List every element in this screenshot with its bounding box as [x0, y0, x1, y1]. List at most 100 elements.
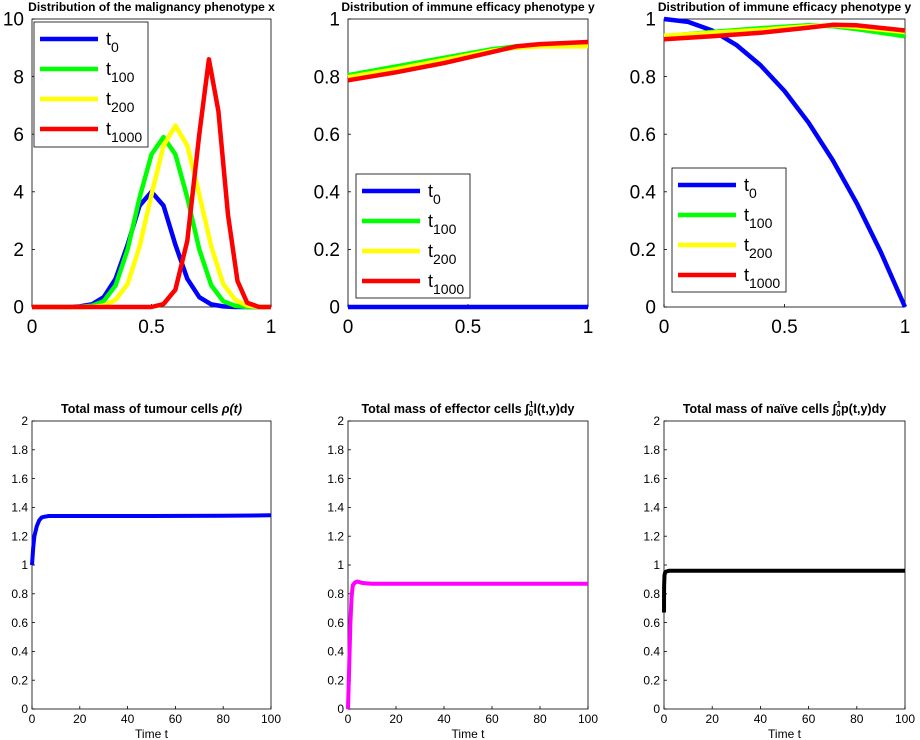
y-tick-label: 0 — [13, 298, 24, 319]
x-tick-label: 40 — [121, 712, 135, 726]
series-line — [662, 568, 905, 613]
y-tick-label: 0 — [645, 298, 656, 319]
x-tick-label: 0 — [661, 712, 668, 726]
x-tick-label: 60 — [169, 712, 183, 726]
chart-panel-6: 0 20 40 60 80 100 0 0.2 0.4 0.6 0.8 1 1.2 1.4 1.6 1.8 2 T… — [643, 400, 915, 740]
y-tick-label: 1.4 — [327, 501, 344, 515]
x-tick-label: 100 — [895, 712, 915, 726]
y-tick-label: 0.6 — [643, 616, 660, 630]
x-tick-label: 100 — [578, 712, 598, 726]
legend-entry: t100 — [428, 211, 457, 237]
y-tick-label: 1 — [21, 558, 28, 572]
y-tick-label: 1.8 — [327, 443, 344, 457]
y-tick-label: 2 — [653, 414, 660, 428]
y-tick-label: 0.2 — [643, 673, 660, 687]
x-tick-label: 20 — [73, 712, 87, 726]
x-tick-label: 80 — [533, 712, 547, 726]
y-tick-label: 0.6 — [314, 125, 340, 146]
y-tick-label: 0.8 — [630, 67, 656, 88]
x-tick-label: 60 — [802, 712, 816, 726]
series-line — [32, 134, 271, 310]
x-tick-label: 0 — [27, 317, 38, 338]
y-tick-label: 1.6 — [327, 472, 344, 486]
x-tick-label: 0 — [29, 712, 36, 726]
y-tick-label: 2 — [21, 414, 28, 428]
y-tick-label: 4 — [13, 182, 24, 203]
y-tick-label: 0 — [337, 702, 344, 716]
legend-entry: t1000 — [744, 265, 780, 291]
legend-entry: t0 — [744, 175, 757, 201]
axes-box — [31, 420, 272, 710]
y-tick-label: 1.4 — [643, 501, 660, 515]
legend-box — [33, 21, 149, 148]
y-tick-label: 6 — [13, 125, 24, 146]
chart-title: Distribution of the malignancy phenotype… — [28, 0, 275, 14]
legend-box — [671, 167, 787, 293]
x-axis-label: Time t — [135, 727, 169, 740]
y-tick-label: 2 — [13, 240, 24, 261]
y-tick-label: 0.6 — [630, 125, 656, 146]
y-tick-label: 0.6 — [327, 616, 344, 630]
y-tick-label: 0.4 — [314, 182, 341, 203]
y-tick-label: 1.2 — [11, 529, 28, 543]
legend-entry: t200 — [106, 89, 135, 115]
y-tick-label: 2 — [337, 414, 344, 428]
axes-box — [347, 420, 589, 710]
x-tick-label: 0.5 — [455, 317, 481, 338]
legend-entry: t0 — [106, 29, 119, 55]
x-tick-label: 0 — [659, 317, 670, 338]
y-tick-label: 1.6 — [643, 472, 660, 486]
chart-panel-5: 0 20 40 60 80 100 0 0.2 0.4 0.6 0.8 1 1.2 1.4 1.6 1.8 2 T… — [327, 400, 598, 740]
y-tick-label: 0.4 — [643, 645, 660, 659]
y-tick-label: 1 — [329, 10, 340, 31]
legend-entry: t1000 — [428, 271, 464, 297]
axes-box — [663, 420, 906, 710]
series-line — [32, 57, 271, 310]
y-tick-label: 10 — [3, 10, 24, 31]
y-tick-label: 0 — [329, 298, 340, 319]
y-tick-label: 1 — [337, 558, 344, 572]
x-axis-label: Time t — [452, 727, 486, 740]
y-tick-label: 0.2 — [11, 673, 28, 687]
y-tick-label: 1.8 — [643, 443, 660, 457]
y-tick-label: 0.8 — [11, 587, 28, 601]
x-tick-label: 0 — [343, 317, 354, 338]
chart-panel-4: 0 20 40 60 80 100 0 0.2 0.4 0.6 0.8 1 1.2 1.4 1.6 1.8 2 T… — [11, 402, 281, 740]
y-tick-label: 0.4 — [327, 645, 344, 659]
legend: t0 t100 t200 t1000 — [33, 21, 149, 148]
chart-title: Distribution of immune efficacy phenotyp… — [658, 0, 912, 14]
x-tick-label: 1 — [900, 317, 911, 338]
x-tick-label: 80 — [850, 712, 864, 726]
x-tick-label: 100 — [261, 712, 281, 726]
y-tick-label: 0.2 — [327, 673, 344, 687]
x-axis-label: Time t — [768, 727, 802, 740]
y-tick-label: 0 — [21, 702, 28, 716]
y-tick-label: 0.8 — [643, 587, 660, 601]
y-tick-label: 0.2 — [630, 240, 656, 261]
legend-entry: t0 — [428, 181, 441, 207]
series-line — [32, 123, 271, 310]
y-tick-label: 1.6 — [11, 472, 28, 486]
x-tick-label: 80 — [217, 712, 231, 726]
y-tick-label: 1.2 — [643, 529, 660, 543]
x-tick-label: 0 — [345, 712, 352, 726]
y-tick-label: 0 — [653, 702, 660, 716]
legend-entry: t200 — [428, 241, 457, 267]
x-tick-label: 0.5 — [138, 317, 164, 338]
x-tick-label: 1 — [266, 317, 277, 338]
series-line — [346, 579, 588, 710]
chart-title: Distribution of immune efficacy phenotyp… — [341, 0, 595, 14]
y-tick-label: 0.4 — [630, 182, 657, 203]
legend: t0 t100 t200 t1000 — [671, 167, 787, 293]
y-tick-label: 1 — [645, 10, 656, 31]
legend: t0 t100 t200 t1000 — [355, 173, 471, 299]
y-tick-label: 1.2 — [327, 529, 344, 543]
series-line — [663, 22, 906, 42]
chart-title: Total mass of tumour cells ρ(t) — [61, 402, 242, 416]
x-tick-label: 1 — [583, 317, 594, 338]
y-tick-label: 0.8 — [327, 587, 344, 601]
chart-title: Total mass of effector cells ∫01l(t,y)dy — [361, 400, 574, 418]
